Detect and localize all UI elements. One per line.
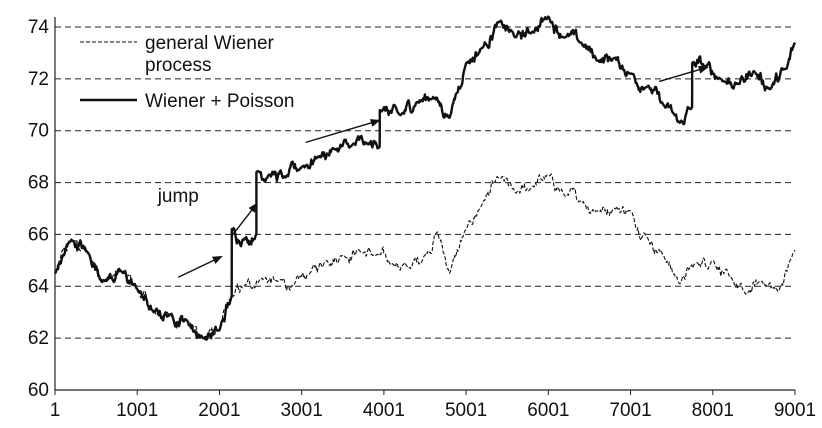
annotations: jump [157,65,709,278]
y-tick-label: 68 [28,173,49,194]
y-tick-label: 74 [28,17,50,38]
jump-label: jump [157,186,199,207]
x-tick-label: 4001 [363,400,405,421]
x-tick-label: 5001 [445,400,487,421]
grid-lines [55,26,795,339]
x-tick-label: 1 [50,400,61,421]
jump-arrow [305,119,381,144]
y-tick-label: 64 [28,276,50,297]
x-tick-label: 7001 [609,400,651,421]
jump-arrow [177,255,223,278]
y-tick-label: 62 [28,328,49,349]
x-tick-label: 6001 [527,400,569,421]
jump-arrow [230,202,258,238]
y-tick-label: 60 [28,380,49,401]
y-tick-label: 72 [28,69,49,90]
legend-label-wiener-poisson: Wiener + Poisson [145,91,294,112]
series-line-wiener [54,173,796,339]
x-tick-label: 3001 [281,400,323,421]
x-tick-label: 2001 [198,400,240,421]
series-line-wiener-poisson [54,15,797,341]
axes: 60 62 64 66 68 70 72 74 1 1001 2001 3001 4001 5001 600… [28,17,816,421]
x-tick-label: 8001 [692,400,734,421]
jump-arrow [659,65,709,83]
y-tick-label: 66 [28,224,49,245]
y-tick-label: 70 [28,121,49,142]
x-tick-label: 1001 [116,400,158,421]
series-lines [54,15,797,341]
legend-label-wiener-line2: process [145,55,212,76]
x-tick-label: 9001 [774,400,816,421]
legend-label-wiener: general Wiener [145,33,275,54]
